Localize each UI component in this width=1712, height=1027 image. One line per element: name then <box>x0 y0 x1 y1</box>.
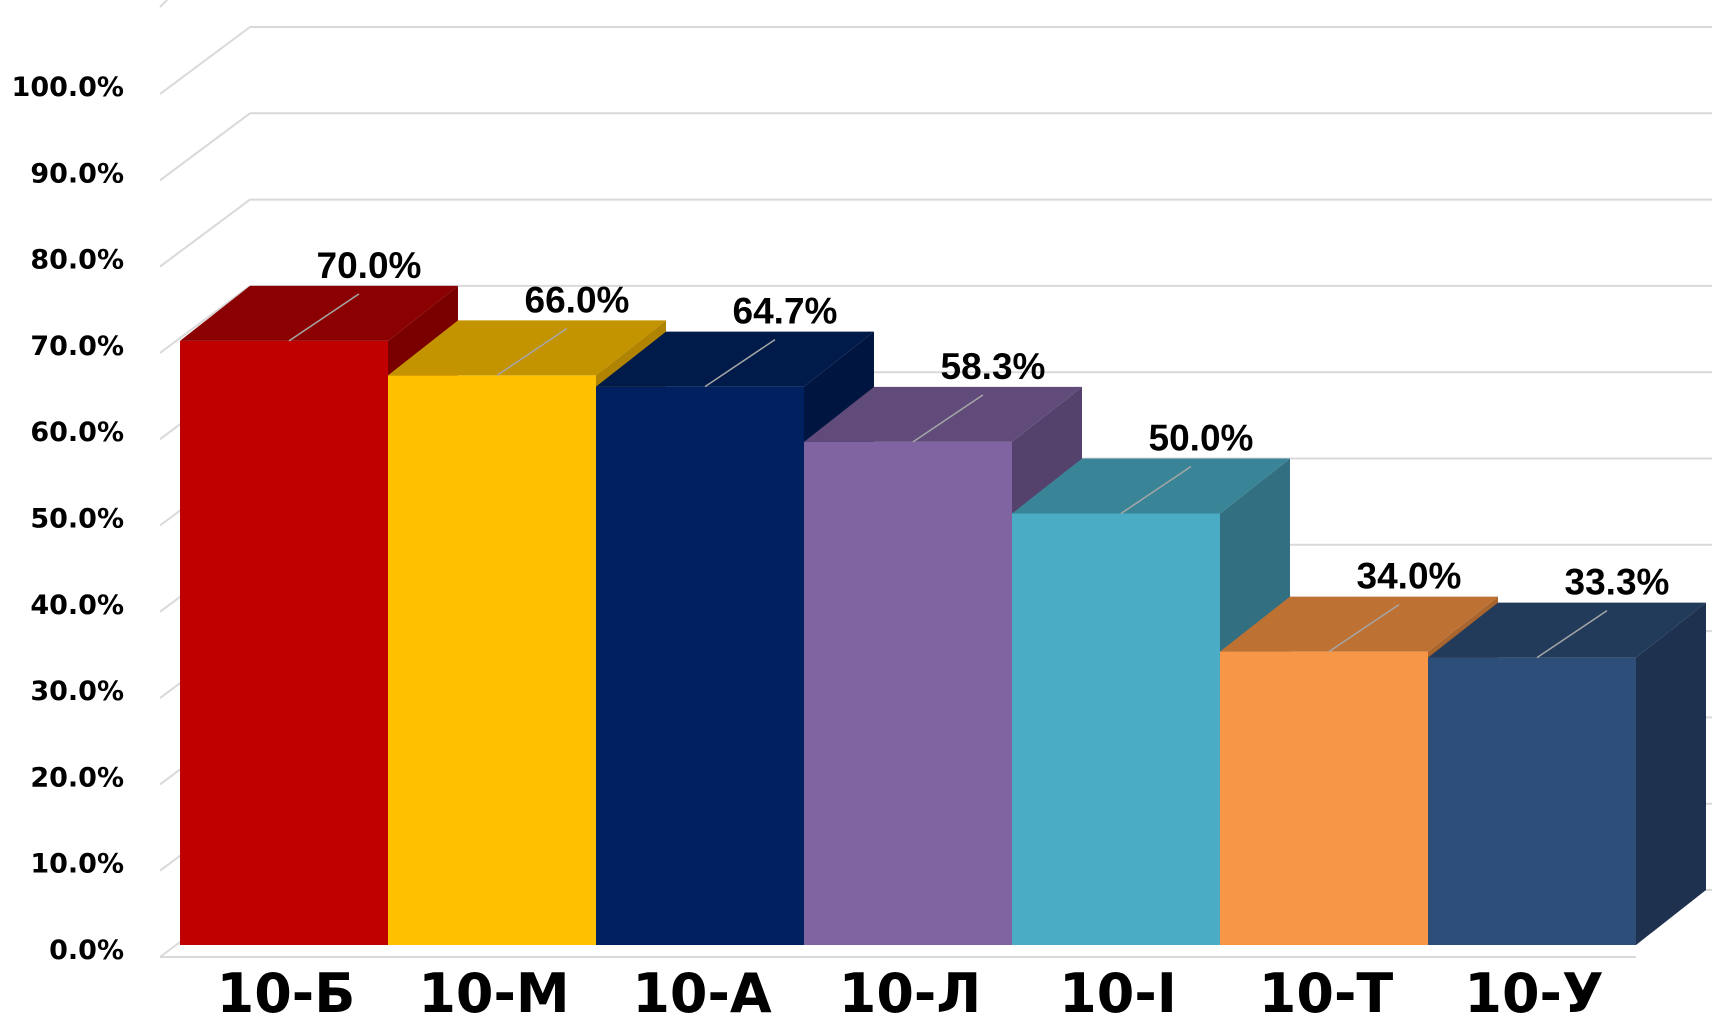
leader-line <box>288 293 360 342</box>
leader-line <box>1328 603 1400 653</box>
bar-front <box>180 340 388 945</box>
y-tick-label: 70.0% <box>30 331 124 362</box>
bar-top <box>596 331 874 387</box>
x-category-label: 10-Л <box>839 962 981 1025</box>
bar-front <box>1012 513 1220 945</box>
x-category-label: 10-У <box>1464 962 1603 1025</box>
data-label: 33.3% <box>1565 562 1670 603</box>
bar-front <box>596 386 804 945</box>
data-label: 58.3% <box>941 346 1046 387</box>
y-axis-ticks: 0.0% 10.0% 20.0% 30.0% 40.0% 50.0% 60.0% 70.0% 8… <box>12 72 124 966</box>
x-category-label: 10-Б <box>217 962 356 1025</box>
leader-line <box>912 394 984 443</box>
leader-line <box>496 327 568 377</box>
gridline-diagonal <box>159 26 251 95</box>
x-category-label: 10-І <box>1059 962 1177 1025</box>
y-tick-label: 20.0% <box>30 762 124 793</box>
data-label: 70.0% <box>317 245 422 286</box>
bar-top <box>388 320 666 376</box>
data-labels: 70.0% 66.0% 64.7% 58.3% 50.0% 34.0% 33.3% <box>288 245 1670 659</box>
x-category-label: 10-А <box>632 962 772 1025</box>
x-category-label: 10-Т <box>1259 962 1394 1025</box>
y-tick-label: 100.0% <box>12 72 124 103</box>
data-label: 66.0% <box>525 279 630 320</box>
y-tick-label: 50.0% <box>30 504 124 535</box>
data-label: 34.0% <box>1357 556 1462 597</box>
y-tick-label: 40.0% <box>30 590 124 621</box>
bar-top <box>804 386 1082 442</box>
gridline-diagonal <box>159 285 251 354</box>
bars <box>180 285 1706 946</box>
bar-front <box>1428 657 1636 945</box>
y-tick-label: 60.0% <box>30 417 124 448</box>
gridline-diagonal <box>159 0 169 8</box>
gridline-diagonal <box>159 198 251 268</box>
data-label: 50.0% <box>1149 418 1254 459</box>
bar-front <box>388 375 596 945</box>
bar-side <box>1636 602 1706 945</box>
bar-top <box>1220 596 1498 652</box>
y-tick-label: 90.0% <box>30 158 124 189</box>
bar-front <box>804 441 1012 945</box>
leader-line <box>1120 465 1192 515</box>
y-tick-label: 30.0% <box>30 676 124 707</box>
y-tick-label: 0.0% <box>49 935 124 966</box>
bar-10-У <box>1428 602 1706 945</box>
bar-top <box>1428 602 1706 658</box>
bar-top <box>1012 458 1290 514</box>
gridline-diagonal <box>159 112 251 182</box>
x-axis-labels: 10-Б 10-М 10-А 10-Л 10-І 10-Т 10-У <box>217 962 1604 1025</box>
leader-line <box>1536 609 1608 659</box>
y-tick-label: 80.0% <box>30 245 124 276</box>
data-label: 64.7% <box>733 291 838 332</box>
y-tick-label: 10.0% <box>30 849 124 880</box>
bar-front <box>1220 651 1428 945</box>
leader-line <box>704 339 776 388</box>
x-category-label: 10-М <box>418 962 569 1025</box>
bar-top <box>180 285 458 341</box>
